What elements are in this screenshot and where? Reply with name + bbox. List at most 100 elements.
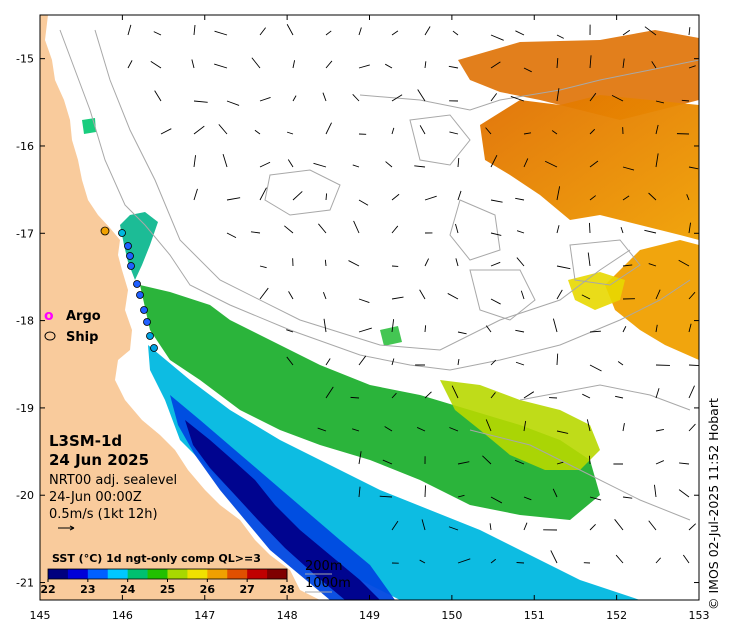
current-vector [226,100,240,106]
current-vector [325,30,332,36]
current-vector [447,293,459,300]
current-vector [358,64,370,69]
current-vector [686,194,690,201]
current-vector [391,193,400,201]
ship-marker[interactable] [143,318,151,326]
current-vector [382,459,393,465]
current-vector [490,34,504,41]
current-vector [485,419,492,432]
current-vector [286,131,294,135]
current-vector [259,161,271,168]
current-vector [358,355,367,366]
current-vector [644,229,657,234]
current-vector [313,162,327,168]
current-vector [648,263,657,267]
current-vector [154,90,162,102]
ship-marker[interactable] [150,344,158,352]
product-annotation: L3SM-1d 24 Jun 2025 NRT00 adj. sealevel … [49,432,177,531]
current-vector [353,220,360,234]
current-vector [424,325,427,333]
current-vector [655,388,660,399]
contour-south-2 [519,384,691,411]
current-vector [490,558,497,564]
vector-source: NRT00 adj. sealevel [49,473,177,488]
current-vector [482,455,492,465]
ship-marker[interactable] [127,262,135,270]
colorbar-swatch [147,569,168,579]
ship-legend-symbol [44,331,56,341]
x-tick-label: 149 [359,609,380,622]
x-tick-label: 152 [606,609,627,622]
current-vector [523,132,532,135]
colorbar-swatch [207,569,228,579]
copyright-text: © IMOS 02-Jul-2025 11:52 Hobart [706,398,721,610]
colorbar-tick-label: 27 [240,583,255,596]
current-vector [589,523,596,531]
ship-marker[interactable] [133,280,141,288]
ship-marker[interactable] [118,229,126,237]
current-vector [679,462,690,465]
sst-deep-blue-band [185,420,380,600]
colorbar-swatch [48,569,69,579]
ship-marker[interactable] [100,226,110,236]
vector-scale-arrow [58,525,75,531]
current-vector [449,131,459,135]
map-plot-area[interactable] [40,15,701,600]
current-vector [516,230,525,234]
current-vector [556,34,564,39]
current-vector [455,223,459,234]
current-vector [251,57,261,69]
current-vector [589,195,596,201]
current-vector [324,259,327,267]
current-vector [160,128,172,135]
colorbar-swatch [247,569,268,579]
current-vector [655,460,665,465]
current-vector [552,318,558,333]
current-vector [379,495,393,498]
current-vector [523,522,528,531]
contour-south [469,429,691,521]
x-tick-label: 148 [277,609,298,622]
current-vector [510,95,525,102]
current-vector [325,122,332,135]
ship-marker[interactable] [140,306,148,314]
contour-200m [59,29,691,371]
current-vector [611,94,624,102]
current-vector [490,154,498,168]
current-vector [688,385,695,399]
ship-marker[interactable] [124,242,132,250]
current-vector [552,488,558,498]
colorbar: SST (°C) 1d ngt-only comp QL>=3 22 23 24 25… [40,552,294,596]
current-vector [323,292,327,300]
current-vector [193,188,198,201]
current-vector [516,257,525,267]
current-vector [457,358,460,366]
current-vector [622,29,631,36]
current-vector [191,59,195,69]
current-vector [424,195,437,201]
current-vector [489,523,492,531]
current-vector [448,65,459,69]
current-vector [222,154,228,168]
current-vector [193,24,196,36]
contour-label-200m: 200m [305,559,342,574]
current-vector [325,60,333,69]
current-vector [318,223,327,234]
current-vector [218,124,228,135]
current-vector [620,226,624,234]
sst-small-patch-1 [82,118,96,134]
current-vector [352,164,360,168]
current-vector [292,60,296,69]
current-vector [421,519,426,531]
ship-marker[interactable] [126,252,134,260]
ship-marker[interactable] [146,332,154,340]
current-vector [556,265,571,270]
ship-marker[interactable] [136,291,144,299]
current-vector [127,60,133,69]
current-vector [352,94,360,102]
current-vector [391,520,399,531]
current-vector [556,225,560,234]
current-vector [582,393,591,399]
obs-legend: o Argo Ship [44,308,101,345]
